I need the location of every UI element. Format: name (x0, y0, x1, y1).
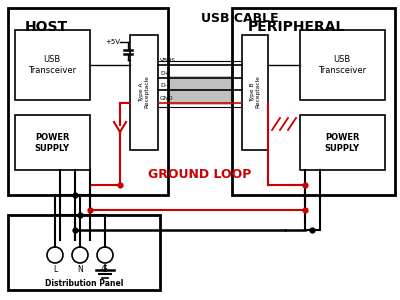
Text: D-: D- (160, 83, 167, 88)
Bar (158, 76, 242, 105)
Text: +5V: +5V (105, 39, 120, 45)
Text: D+: D+ (160, 71, 170, 76)
Bar (8, 215, 160, 290)
Text: GROUND LOOP: GROUND LOOP (148, 169, 252, 182)
Text: POWER
SUPPLY: POWER SUPPLY (324, 133, 360, 153)
Text: GND: GND (160, 96, 174, 101)
Bar (15, 30, 90, 100)
Bar (300, 115, 385, 170)
Text: N: N (77, 266, 83, 274)
Text: L: L (53, 266, 57, 274)
Bar (232, 8, 395, 195)
Text: POWER
SUPPLY: POWER SUPPLY (34, 133, 70, 153)
Text: Type A
Receptacle: Type A Receptacle (138, 76, 150, 108)
Text: Distribution Panel: Distribution Panel (45, 278, 123, 287)
Bar (130, 35, 158, 150)
Bar (8, 8, 168, 195)
Text: HOST: HOST (25, 20, 68, 34)
Text: Type B
Receptacle: Type B Receptacle (250, 76, 260, 108)
Bar (300, 30, 385, 100)
Text: G: G (102, 266, 108, 274)
Text: USB
Transceiver: USB Transceiver (318, 55, 366, 75)
Text: USB CABLE: USB CABLE (201, 12, 279, 25)
Text: VBUS: VBUS (160, 58, 176, 63)
Bar (242, 35, 268, 150)
Text: USB
Transceiver: USB Transceiver (28, 55, 76, 75)
Bar (15, 115, 90, 170)
Text: PERIPHERAL: PERIPHERAL (248, 20, 345, 34)
